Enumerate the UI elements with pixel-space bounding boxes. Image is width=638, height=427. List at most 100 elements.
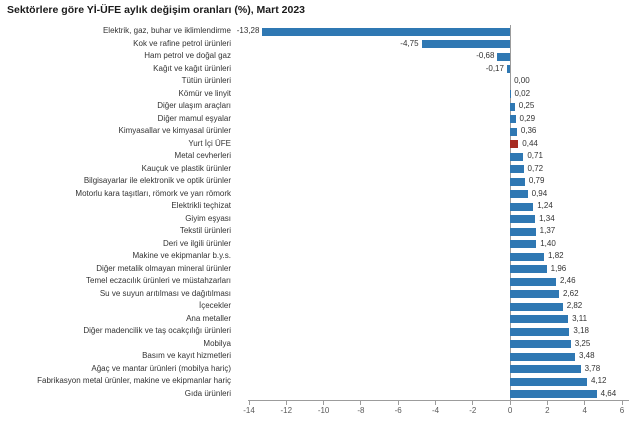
bar <box>510 252 545 261</box>
value-label: 3,11 <box>572 313 588 323</box>
value-label: 0,36 <box>520 126 537 136</box>
bar <box>510 327 570 336</box>
bar <box>421 40 511 48</box>
value-label: -4,75 <box>400 38 419 48</box>
value-label: -0,68 <box>476 51 495 61</box>
category-label: Diğer metalik olmayan mineral ürünler <box>96 263 231 273</box>
category-label: Kömür ve linyit <box>178 88 231 98</box>
category-label: Ağaç ve mantar ürünleri (mobilya hariç) <box>91 363 231 373</box>
category-label: Gıda ürünleri <box>184 388 231 398</box>
bar <box>262 27 511 36</box>
bar <box>510 315 569 323</box>
value-label: 0,00 <box>514 76 530 86</box>
x-axis-tick-label: 4 <box>582 406 587 415</box>
bar <box>510 152 524 161</box>
value-label: 0,79 <box>528 176 545 186</box>
x-axis-tick <box>248 401 250 405</box>
bar <box>510 240 537 248</box>
value-label: 4,64 <box>600 388 617 398</box>
x-axis-tick-label: -10 <box>317 406 330 415</box>
category-label: Tekstil ürünleri <box>179 226 231 236</box>
bar <box>510 227 536 236</box>
category-label: Basım ve kayıt hizmetleri <box>142 351 231 361</box>
category-label: Fabrikasyon metal ürünler, makine ve eki… <box>37 376 231 386</box>
value-label: 0,44 <box>522 138 538 148</box>
bar <box>510 365 581 373</box>
category-label: Giyim eşyası <box>185 213 231 223</box>
value-label: 1,24 <box>537 201 553 211</box>
category-label: Kimyasallar ve kimyasal ürünler <box>118 126 231 136</box>
value-label: 3,48 <box>579 351 595 361</box>
x-axis-tick <box>397 401 399 405</box>
zero-axis-line <box>509 25 511 400</box>
category-label: Kağıt ve kağıt ürünleri <box>153 63 231 73</box>
x-axis-tick <box>621 401 623 405</box>
x-axis-tick <box>323 401 325 405</box>
value-label: 3,78 <box>584 363 601 373</box>
bar <box>510 277 556 286</box>
value-label: 1,82 <box>548 251 564 261</box>
x-axis-tick <box>472 401 474 405</box>
value-label: 1,37 <box>539 226 556 236</box>
bar <box>510 265 547 273</box>
category-label: Metal cevherleri <box>174 151 231 161</box>
category-label: Motorlu kara taşıtları, römork ve yarı r… <box>75 188 231 198</box>
category-label: İçecekler <box>198 301 231 311</box>
bar <box>510 302 563 311</box>
value-label: -13,28 <box>236 26 260 36</box>
x-axis-tick-label: -8 <box>357 406 365 415</box>
bar <box>510 190 528 198</box>
bar <box>510 377 587 386</box>
value-label: 0,71 <box>527 151 543 161</box>
chart-title: Sektörlere göre Yİ-ÜFE aylık değişim ora… <box>7 4 305 16</box>
value-label: 2,82 <box>566 301 583 311</box>
value-label: -0,17 <box>485 63 504 73</box>
x-axis-tick-label: -12 <box>280 406 293 415</box>
value-label: 0,94 <box>531 188 548 198</box>
x-axis-line <box>248 400 629 401</box>
x-axis-tick <box>509 401 511 405</box>
value-label: 0,29 <box>519 113 536 123</box>
bar <box>510 215 536 223</box>
value-label: 0,25 <box>518 101 535 111</box>
value-label: 0,72 <box>527 163 544 173</box>
value-label: 1,40 <box>540 238 556 248</box>
value-label: 1,34 <box>539 213 555 223</box>
bar <box>510 102 515 111</box>
value-label: 2,46 <box>559 276 576 286</box>
x-axis-tick-label: 6 <box>619 406 625 415</box>
bar <box>510 140 519 148</box>
bar <box>510 202 534 211</box>
category-label: Diğer mamul eşyalar <box>157 113 231 123</box>
x-axis-tick <box>435 401 436 405</box>
x-axis-tick-label: 0 <box>507 406 513 415</box>
value-label: 2,62 <box>562 288 579 298</box>
category-label: Temel eczacılık ürünleri ve müstahzarlar… <box>86 276 231 286</box>
x-axis-tick <box>360 401 362 405</box>
bar <box>510 352 575 361</box>
bar <box>510 390 597 398</box>
bar <box>510 165 524 173</box>
bar <box>510 115 516 123</box>
category-label: Kauçuk ve plastik ürünler <box>141 163 231 173</box>
value-label: 4,12 <box>590 376 607 386</box>
category-label: Diğer ulaşım araçları <box>157 101 231 111</box>
category-label: Ham petrol ve doğal gaz <box>144 51 231 61</box>
category-label: Elektrik, gaz, buhar ve iklimlendirme <box>102 26 231 36</box>
value-label: 3,18 <box>573 326 589 336</box>
category-label: Tütün ürünleri <box>181 76 231 86</box>
x-axis-tick-label: -6 <box>394 406 402 415</box>
category-label: Elektrikli teçhizat <box>171 201 231 211</box>
x-axis-tick <box>546 401 548 405</box>
bar <box>510 127 517 136</box>
value-label: 3,25 <box>574 338 591 348</box>
category-label: Su ve suyun arıtılması ve dağıtılması <box>99 288 231 298</box>
bar <box>510 177 525 186</box>
category-label: Diğer madencilik ve taş ocakçılığı ürünl… <box>83 326 231 336</box>
bar <box>510 290 559 298</box>
value-label: 0,02 <box>514 88 531 98</box>
category-label: Mobilya <box>203 338 231 348</box>
category-label: Deri ve ilgili ürünler <box>162 238 231 248</box>
